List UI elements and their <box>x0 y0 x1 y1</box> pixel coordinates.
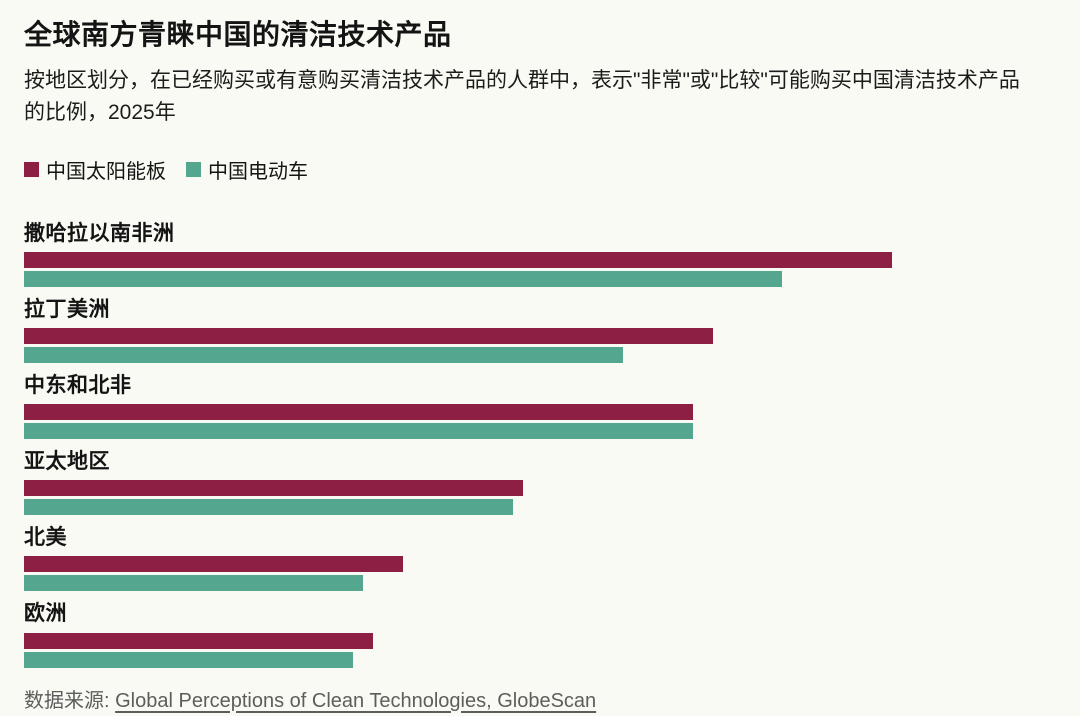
bar-track-solar <box>24 404 1022 421</box>
source-label: 数据来源: <box>24 689 116 712</box>
category-label: 撒哈拉以南非洲 <box>24 221 175 245</box>
legend-item-ev: 中国电动车 <box>186 155 308 184</box>
legend-label-ev: 中国电动车 <box>208 160 308 183</box>
bar-track-ev <box>24 270 1022 287</box>
bar-track-ev <box>24 651 1022 668</box>
bar-ev <box>24 270 783 287</box>
bar-track-solar <box>24 632 1022 649</box>
legend-item-solar: 中国太阳能板 <box>24 155 166 184</box>
bar-ev <box>24 575 364 592</box>
bar-group: 北美 <box>24 526 1022 592</box>
chart-container: 全球南方青睐中国的清洁技术产品 按地区划分，在已经购买或有意购买清洁技术产品的人… <box>24 18 1056 713</box>
bar-solar <box>24 404 693 421</box>
bar-track-solar <box>24 251 1022 268</box>
bar-track-solar <box>24 480 1022 497</box>
category-label: 亚太地区 <box>24 450 110 474</box>
bar-solar <box>24 327 713 344</box>
bar-track-solar <box>24 556 1022 573</box>
legend-label-solar: 中国太阳能板 <box>46 160 166 183</box>
bar-group: 中东和北非 <box>24 373 1022 440</box>
bar-ev <box>24 499 514 516</box>
legend: 中国太阳能板 中国电动车 <box>24 155 1056 184</box>
bar-group: 撒哈拉以南非洲 <box>24 222 1022 287</box>
bar-track-ev <box>24 423 1022 440</box>
chart-subtitle: 按地区划分，在已经购买或有意购买清洁技术产品的人群中，表示"非常"或"比较"可能… <box>24 68 1020 125</box>
bar-solar <box>24 480 523 497</box>
bar-track-ev <box>24 575 1022 592</box>
category-label: 拉丁美洲 <box>24 297 110 321</box>
category-label: 欧洲 <box>24 602 67 626</box>
legend-swatch-ev <box>186 161 201 177</box>
bar-track-solar <box>24 327 1022 344</box>
bar-track-ev <box>24 346 1022 363</box>
bar-group: 欧洲 <box>24 602 1022 668</box>
bar-ev <box>24 423 693 440</box>
bar-group: 亚太地区 <box>24 450 1022 516</box>
bar-chart: 撒哈拉以南非洲 拉丁美洲中东和北非亚太地区北美欧洲 <box>24 222 1022 668</box>
bar-solar <box>24 556 404 573</box>
chart-title: 全球南方青睐中国的清洁技术产品 <box>24 19 452 50</box>
source-note: 数据来源: Global Perceptions of Clean Techno… <box>24 684 1056 713</box>
source-link[interactable]: Global Perceptions of Clean Technologies… <box>115 689 597 712</box>
bar-ev <box>24 651 354 668</box>
bar-ev <box>24 346 623 363</box>
bar-solar <box>24 632 374 649</box>
legend-swatch-solar <box>24 161 39 177</box>
bar-track-ev <box>24 499 1022 516</box>
bar-group: 拉丁美洲 <box>24 298 1022 363</box>
category-label: 中东和北非 <box>24 373 132 397</box>
category-label: 北美 <box>24 526 67 550</box>
bar-solar <box>24 251 893 268</box>
